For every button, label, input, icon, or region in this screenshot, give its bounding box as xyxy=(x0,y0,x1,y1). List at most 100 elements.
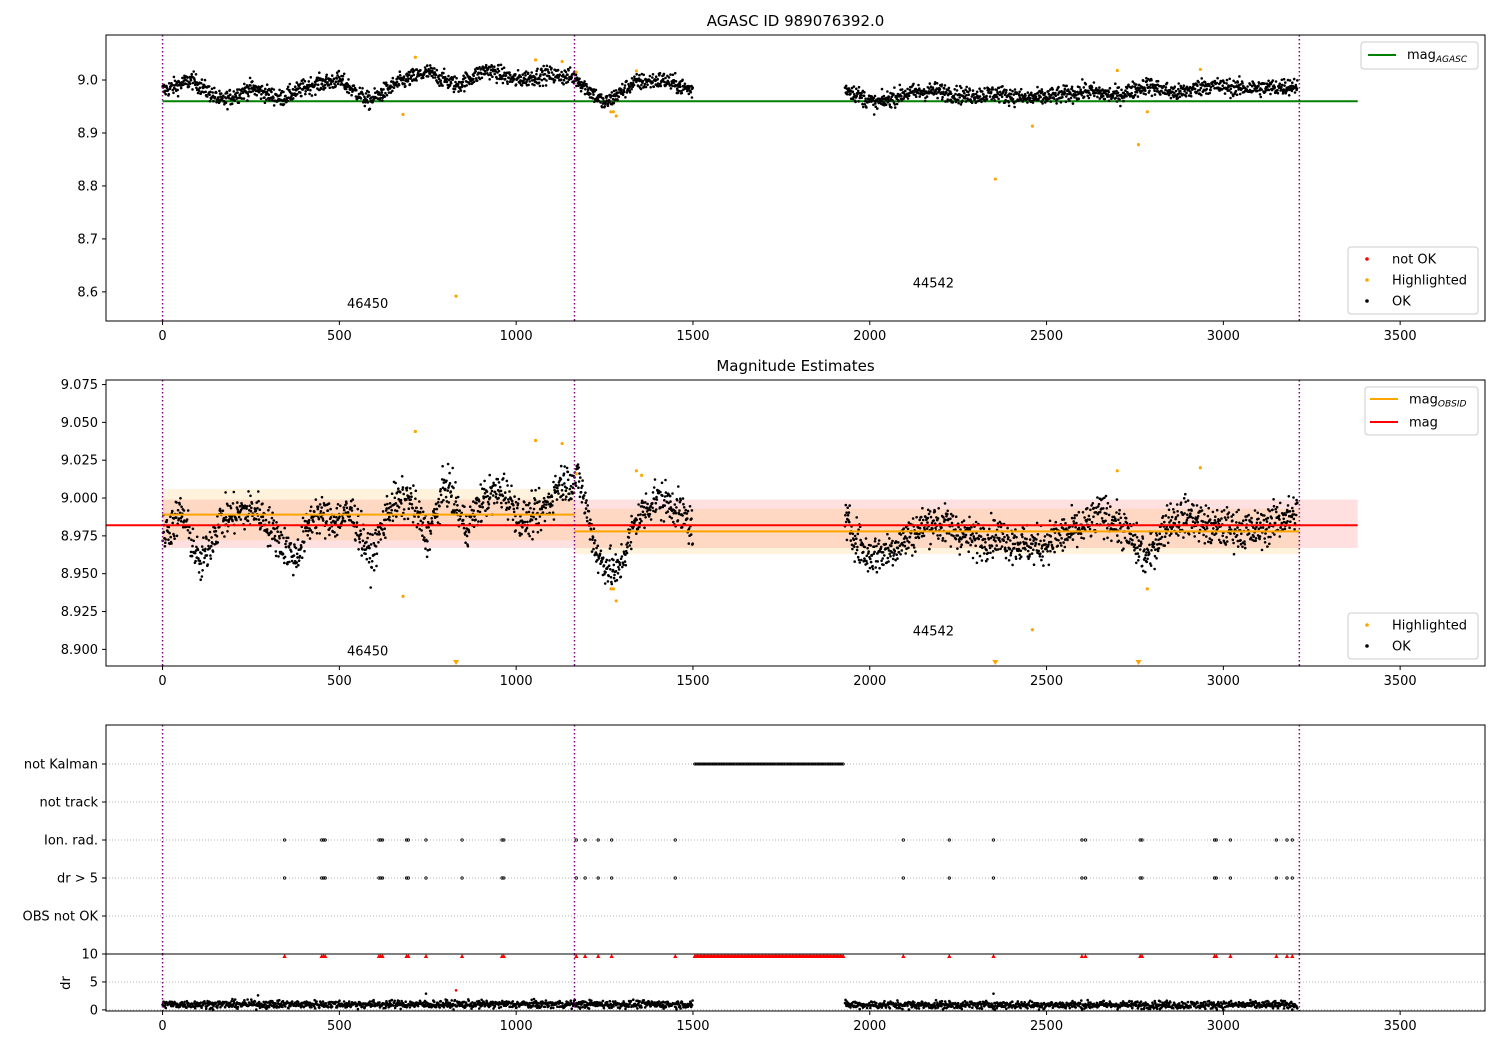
ok-point xyxy=(581,86,584,90)
ok-point xyxy=(483,479,486,483)
ok-point xyxy=(390,492,394,496)
ok-point xyxy=(247,490,250,493)
ok-point xyxy=(949,92,953,95)
ok-point xyxy=(541,69,544,73)
ok-point xyxy=(310,94,314,97)
ok-point xyxy=(864,537,868,540)
ok-point xyxy=(1177,534,1180,537)
ok-point xyxy=(622,563,625,567)
ok-point xyxy=(687,527,691,530)
ok-point xyxy=(675,499,679,502)
ok-point xyxy=(614,570,618,573)
ok-point xyxy=(423,536,426,539)
ok-point xyxy=(995,544,998,547)
ok-point xyxy=(539,528,543,532)
ok-point xyxy=(332,515,336,519)
ok-point xyxy=(405,498,408,501)
ok-point xyxy=(1172,508,1175,511)
ok-point xyxy=(1158,532,1161,535)
ok-point xyxy=(1115,511,1118,514)
ok-point xyxy=(444,487,447,491)
ok-point xyxy=(324,80,327,83)
ok-point xyxy=(1125,86,1129,90)
ok-point xyxy=(1137,559,1140,562)
ok-point xyxy=(544,506,547,510)
ok-point xyxy=(219,509,222,513)
ok-point xyxy=(942,90,945,94)
ok-point xyxy=(621,565,624,569)
ok-point xyxy=(259,521,263,525)
ok-point xyxy=(1107,513,1111,517)
ok-point xyxy=(1007,536,1010,539)
ok-point xyxy=(875,544,878,548)
ok-point xyxy=(1210,538,1214,542)
ok-point xyxy=(893,552,896,555)
ok-point xyxy=(651,491,655,494)
ok-point xyxy=(502,477,505,480)
ok-point xyxy=(497,69,501,73)
ok-point xyxy=(510,499,514,503)
ok-point xyxy=(302,78,305,81)
ok-point xyxy=(1207,540,1210,544)
ok-point xyxy=(986,551,990,555)
ok-point xyxy=(509,73,512,77)
ok-point xyxy=(1223,92,1227,95)
ok-point xyxy=(1146,557,1149,561)
ok-point xyxy=(596,571,600,575)
ok-point xyxy=(1165,81,1169,85)
ok-point xyxy=(1203,542,1207,545)
ok-point xyxy=(206,95,209,98)
ok-point xyxy=(611,97,615,101)
ok-point xyxy=(1089,93,1092,97)
ok-point xyxy=(1131,538,1134,542)
ok-point xyxy=(527,83,530,87)
ok-point xyxy=(654,510,657,514)
ok-point xyxy=(424,68,428,71)
ok-point xyxy=(1032,548,1035,552)
ok-point xyxy=(1153,554,1157,558)
ok-point xyxy=(456,495,460,499)
ok-point xyxy=(176,94,180,98)
ok-point xyxy=(1083,516,1086,519)
ok-point xyxy=(527,510,531,514)
ok-point xyxy=(1163,520,1166,524)
ok-point xyxy=(585,499,588,502)
ok-point xyxy=(867,100,870,104)
ok-point xyxy=(505,479,509,483)
ok-point xyxy=(475,501,478,505)
ok-point xyxy=(911,517,915,520)
ok-point xyxy=(870,100,873,103)
ok-point xyxy=(198,86,202,90)
ok-point xyxy=(450,494,453,498)
ok-point xyxy=(293,85,297,88)
ok-point xyxy=(176,508,180,512)
ok-point xyxy=(302,530,305,533)
ok-point xyxy=(190,538,193,542)
ok-point xyxy=(497,496,500,500)
ok-point xyxy=(1010,549,1014,553)
ok-point xyxy=(687,92,691,96)
ok-point xyxy=(677,89,681,93)
highlighted-point xyxy=(401,112,405,117)
highlighted-point xyxy=(1115,68,1119,73)
ok-point xyxy=(427,526,430,529)
ok-point xyxy=(1015,535,1018,539)
ok-point xyxy=(489,492,493,495)
ok-point xyxy=(467,530,471,534)
ok-point xyxy=(610,582,614,586)
ok-point xyxy=(211,550,215,553)
ok-point xyxy=(628,544,631,547)
ok-point xyxy=(964,533,968,537)
ok-point xyxy=(1273,86,1277,89)
ok-point xyxy=(1028,538,1032,541)
ok-point xyxy=(932,532,935,535)
ok-point xyxy=(317,517,321,521)
ok-point xyxy=(394,502,398,505)
ok-point xyxy=(1205,535,1208,538)
ok-point xyxy=(428,548,432,551)
ok-point xyxy=(307,80,311,83)
ok-point xyxy=(454,481,457,484)
ok-point xyxy=(612,576,616,580)
ok-point xyxy=(479,505,482,509)
ok-point xyxy=(230,102,234,106)
